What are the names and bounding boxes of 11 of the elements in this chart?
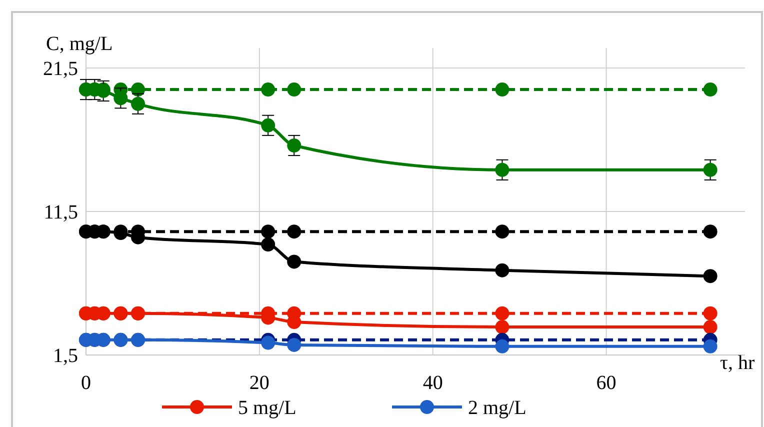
legend-label: 2 mg/L <box>468 397 526 419</box>
y-axis-title: C, mg/L <box>46 33 113 55</box>
legend-label: 5 mg/L <box>238 397 296 419</box>
y-tick-label: 11,5 <box>44 202 78 224</box>
x-tick-label: 0 <box>81 372 91 394</box>
x-tick-label: 20 <box>249 372 270 394</box>
x-tick-label: 40 <box>422 372 443 394</box>
x-tick-label: 60 <box>596 372 616 394</box>
y-tick-label: 1,5 <box>53 345 78 367</box>
y-tick-label: 21,5 <box>43 58 78 80</box>
x-axis-title: τ, hr <box>720 352 756 374</box>
